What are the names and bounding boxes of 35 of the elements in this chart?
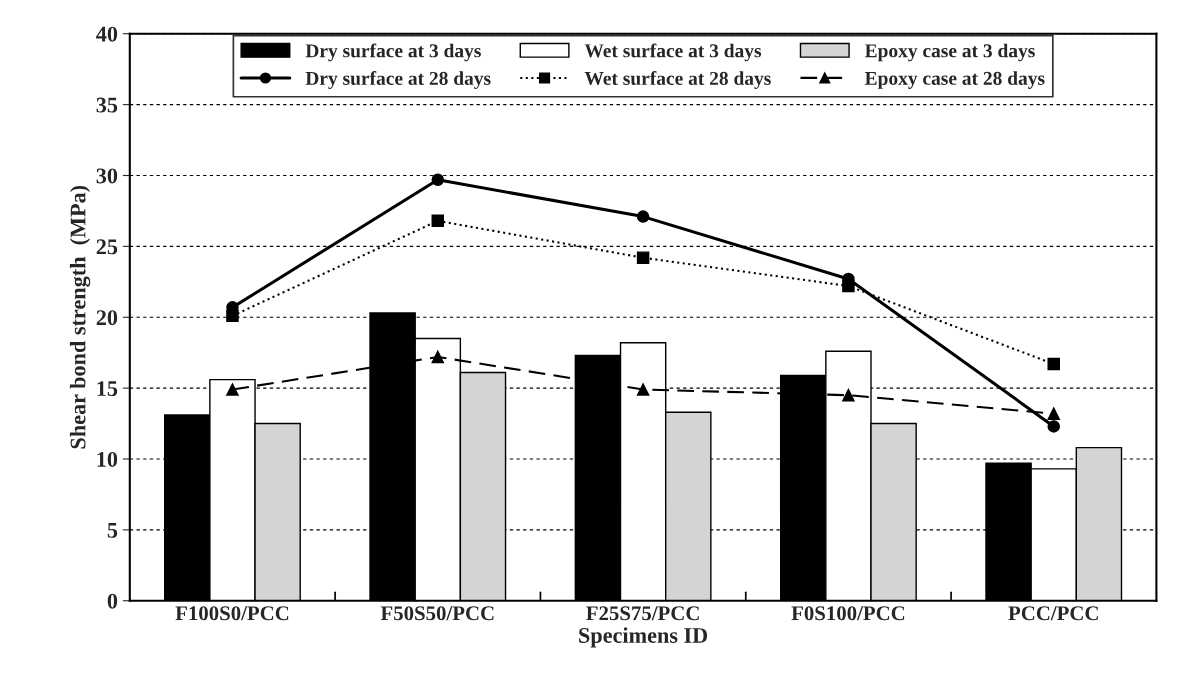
y-tick-label: 30 xyxy=(96,168,118,184)
y-tick-label: 10 xyxy=(97,451,118,467)
x-tick-label: F25S75/PCC xyxy=(586,606,699,621)
point xyxy=(226,383,239,396)
x-tick-label: F50S50/PCC xyxy=(380,606,494,621)
point xyxy=(636,210,650,223)
point xyxy=(431,173,445,187)
legend-label: Epoxy case at 28 days xyxy=(864,71,1045,89)
y-tick-label: 35 xyxy=(96,97,118,113)
x-tick-label: F0S100/PCC xyxy=(791,606,905,621)
legend-label: Epoxy case at 3 days xyxy=(864,43,1035,62)
point xyxy=(636,383,650,396)
legend-label: Wet surface at 28 days xyxy=(584,71,771,89)
point xyxy=(431,214,445,228)
legend-label: Wet surface at 3 days xyxy=(584,43,762,62)
y-tick-label: 5 xyxy=(107,523,118,538)
point xyxy=(1047,407,1060,420)
point xyxy=(1047,420,1060,433)
y-tick-label: 25 xyxy=(96,239,118,255)
y-tick-label: 40 xyxy=(96,26,118,42)
point xyxy=(842,388,855,402)
legend-label: Dry surface at 28 days xyxy=(305,71,491,89)
y-tick-label: 0 xyxy=(107,593,118,609)
point xyxy=(636,251,650,264)
y-tick-label: 15 xyxy=(97,381,118,397)
y-tick-label: 20 xyxy=(96,310,118,326)
x-axis-title: Specimens ID xyxy=(579,627,708,648)
point xyxy=(431,350,445,364)
point xyxy=(1047,357,1060,371)
point xyxy=(842,279,855,293)
y-axis-title: Shear bond strength (MPa) xyxy=(69,185,91,449)
x-tick-label: PCC/PCC xyxy=(1008,606,1098,621)
legend-label: Dry surface at 3 days xyxy=(305,43,481,62)
point xyxy=(226,309,239,323)
x-tick-label: F100S0/PCC xyxy=(175,606,289,621)
